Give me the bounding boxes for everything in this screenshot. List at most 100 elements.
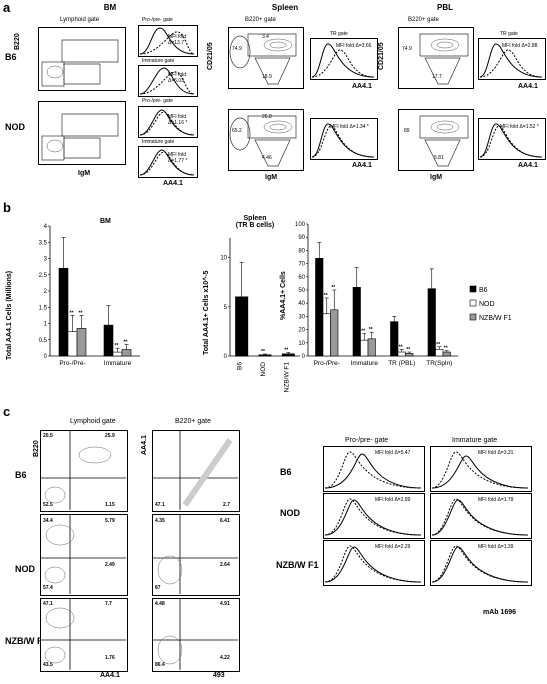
c-lymphoid-gate: Lymphoid gate bbox=[70, 418, 116, 425]
chart0-category: Pro-/Pre- bbox=[59, 360, 85, 367]
c-lym-nzb bbox=[40, 598, 128, 672]
bm-b6-pro-gate: Pro-/pre- gate bbox=[142, 17, 173, 23]
chart2-ytick-label: 90 bbox=[298, 235, 305, 241]
c-lym-nod-q3: 57.4 bbox=[43, 585, 53, 591]
c-b220-nod bbox=[152, 514, 240, 596]
bm-nod-dotplot bbox=[38, 101, 126, 165]
c-mfi-nod-imm: MFI fold Δ=1.79 bbox=[478, 497, 514, 503]
pbl-aa41-b6: AA4.1 bbox=[518, 83, 538, 90]
c-b220-nzb-q1: 4.48 bbox=[155, 601, 165, 607]
chart0-ytick-label: 3 bbox=[44, 257, 48, 263]
c-mfi-b6-imm: MFI fold Δ=3.31 bbox=[478, 450, 514, 456]
chart0-ytick-label: 1.5 bbox=[39, 305, 48, 311]
c-mab-label: mAb 1696 bbox=[483, 609, 517, 616]
significance-mark: ** bbox=[70, 310, 74, 316]
bm-nod-pro-hist bbox=[138, 106, 198, 138]
spleen-nod-q3: 4.46 bbox=[262, 155, 272, 161]
significance-mark: ** bbox=[331, 285, 335, 291]
chart2-ytick-label: 20 bbox=[298, 328, 305, 334]
pbl-nod-mfi: MFI fold Δ=1.52 * bbox=[500, 124, 539, 130]
chart1-category: B6 bbox=[237, 362, 244, 370]
c-aa41-xlabel: AA4.1 bbox=[100, 672, 120, 679]
significance-mark: ** bbox=[284, 348, 288, 354]
significance-mark: ** bbox=[261, 349, 265, 355]
bm-nod-pro-gate: Pro-/pre- gate bbox=[142, 98, 173, 104]
significance-mark: ** bbox=[115, 343, 119, 349]
panel-a-label: a bbox=[3, 0, 11, 15]
chart1-category: NOD bbox=[260, 362, 267, 377]
significance-mark: ** bbox=[436, 342, 440, 348]
c-lym-nzb-q1: 47.1 bbox=[43, 601, 53, 607]
chart2-category: TR (PBL) bbox=[388, 360, 415, 367]
legend-swatch bbox=[469, 285, 477, 293]
chart0-category: Immature bbox=[104, 360, 132, 367]
bm-igm-label: IgM bbox=[78, 170, 91, 177]
chart0-ytick-label: 2.5 bbox=[39, 273, 48, 279]
c-row-nod: NOD bbox=[15, 564, 35, 574]
pbl-title: PBL bbox=[437, 3, 453, 12]
c-lym-b6-q3: 52.5 bbox=[43, 502, 53, 508]
significance-mark: ** bbox=[369, 327, 373, 333]
bm-b6-pro-mfi: MFI fold Δ=13.7 bbox=[168, 34, 187, 46]
spleen-b6-q1: 74.9 bbox=[232, 46, 242, 52]
chart1-ytick-label: 10 bbox=[220, 256, 227, 262]
c-b220-nzb bbox=[152, 598, 240, 672]
bm-b6-imm-mfi: MFI fold Δ=5.03 bbox=[168, 72, 187, 84]
spleen-igm-label: IgM bbox=[265, 174, 278, 181]
bm-b6-imm-gate: Immature gate bbox=[142, 58, 175, 64]
chart-spleen-title: Spleen (TR B cells) bbox=[235, 215, 275, 229]
chart2-ytick-label: 100 bbox=[295, 222, 306, 228]
pbl-b6-q1: 74.9 bbox=[402, 46, 412, 52]
chart1-ytick-label: 5 bbox=[224, 305, 228, 311]
c-b220-nod-q1: 4.35 bbox=[155, 518, 165, 524]
bm-b6-imm-hist bbox=[138, 65, 198, 97]
c-lym-nzb-q2: 7.7 bbox=[105, 601, 112, 607]
c-lym-nzb-q4: 1.76 bbox=[105, 655, 115, 661]
row-b6-a: B6 bbox=[5, 52, 17, 62]
chart2-ytick-label: 0 bbox=[302, 354, 306, 360]
chart2-category: Pro-/Pre- bbox=[314, 360, 340, 367]
chart2-ytick-label: 50 bbox=[298, 288, 305, 294]
spleen-nod-mfi: MFI fold Δ=1.34 * bbox=[330, 124, 369, 130]
pbl-tr-gate: TR gate bbox=[500, 31, 518, 37]
spleen-b6-mfi: MFI fold Δ=3.66 bbox=[336, 43, 372, 49]
c-lym-b6 bbox=[40, 430, 128, 512]
spleen-b6-q3: 18.9 bbox=[262, 74, 272, 80]
significance-mark: ** bbox=[399, 344, 403, 350]
chart1-ytick-label: 0 bbox=[224, 354, 228, 360]
spleen-aa41-nod: AA4.1 bbox=[352, 162, 372, 169]
pbl-nod-q2: 5.81 bbox=[434, 155, 444, 161]
chart0-ytick-label: 0.5 bbox=[39, 338, 48, 344]
chart2-category: TR(Spln) bbox=[426, 360, 452, 367]
chart0-ytick-label: 3.5 bbox=[39, 240, 48, 246]
pbl-igm-label: IgM bbox=[430, 174, 443, 181]
bm-nod-imm-hist bbox=[138, 146, 198, 178]
legend-label: NOD bbox=[479, 301, 495, 308]
pbl-b6-q2: 17.7 bbox=[432, 74, 442, 80]
significance-mark: ** bbox=[406, 347, 410, 353]
c-493-label: 493 bbox=[213, 672, 225, 679]
c-b220-nzb-q4: 4.22 bbox=[220, 655, 230, 661]
spleen-b220-gate: B220+ gate bbox=[245, 17, 276, 23]
pbl-b220-gate: B220+ gate bbox=[408, 17, 439, 23]
c-hist-row-nzb: NZB/W F1 bbox=[276, 560, 319, 570]
significance-mark: ** bbox=[124, 340, 128, 346]
spleen-title: Spleen bbox=[271, 3, 299, 12]
bm-aa41-label: AA4.1 bbox=[163, 180, 183, 187]
chart-bm-title: BM bbox=[100, 218, 111, 225]
chart2-ytick-label: 30 bbox=[298, 314, 305, 320]
significance-mark: ** bbox=[444, 346, 448, 352]
spleen-aa41-b6: AA4.1 bbox=[352, 83, 372, 90]
bm-lymphoid-gate: Lymphoid gate bbox=[60, 17, 100, 23]
pbl-b6-mfi: MFI fold Δ=2.88 bbox=[502, 43, 538, 49]
chart2-ytick-label: 10 bbox=[298, 341, 305, 347]
c-imm-gate: Immature gate bbox=[452, 437, 498, 444]
c-b220-b6-q3: 47.1 bbox=[155, 502, 165, 508]
c-b220-nod-q3: 87 bbox=[155, 585, 161, 591]
legend-swatch bbox=[469, 299, 477, 307]
c-lym-nod-q4: 2.49 bbox=[105, 562, 115, 568]
row-nod-a: NOD bbox=[5, 122, 25, 132]
chart0-ytick-label: 2 bbox=[44, 289, 48, 295]
